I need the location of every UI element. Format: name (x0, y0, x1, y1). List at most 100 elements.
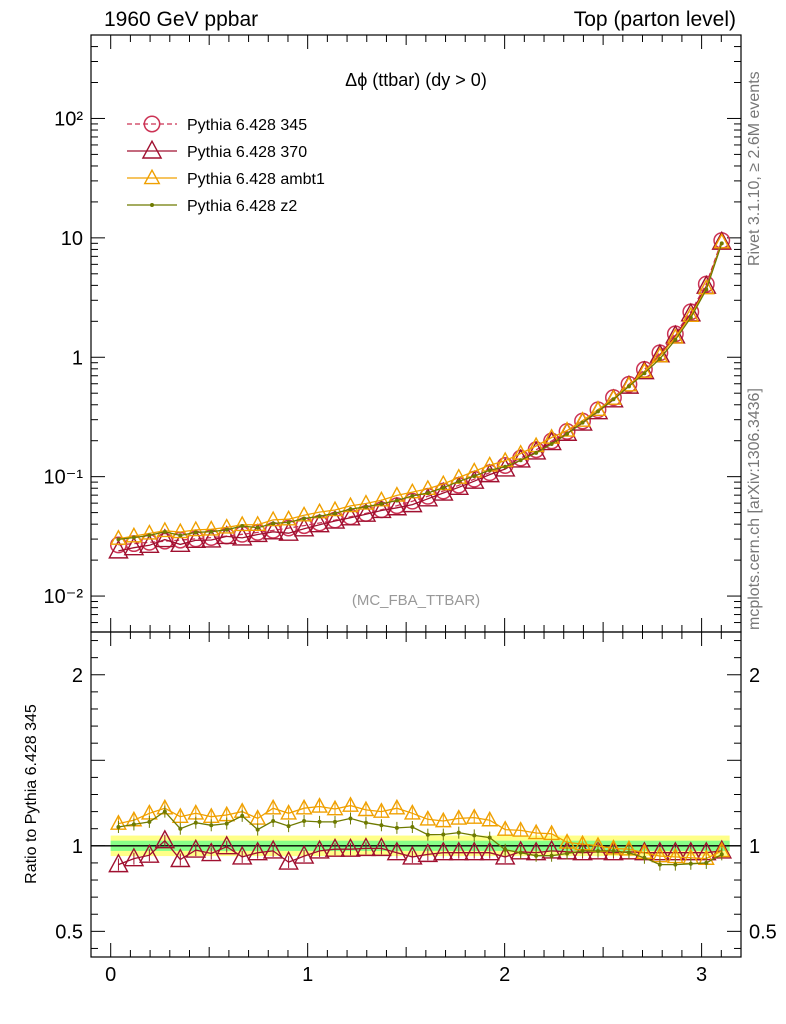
data-point (143, 115, 161, 133)
data-point (456, 830, 461, 835)
data-point (379, 501, 384, 506)
data-point (465, 808, 483, 824)
data-point (379, 823, 384, 828)
data-point (240, 813, 245, 818)
data-point (657, 356, 662, 361)
data-point (713, 232, 731, 249)
ratio-y-tick-label: 1 (72, 836, 83, 858)
data-point (170, 533, 191, 553)
data-point (271, 819, 276, 824)
data-point (342, 796, 359, 812)
data-point (371, 837, 392, 857)
x-tick-label: 1 (302, 964, 313, 986)
data-point (154, 528, 176, 548)
data-point (342, 496, 359, 513)
x-tick-label: 3 (696, 964, 707, 986)
data-point (286, 824, 291, 829)
data-point (527, 823, 545, 840)
data-point (448, 476, 470, 496)
data-point (441, 832, 446, 837)
data-point (125, 526, 143, 543)
data-point (402, 493, 423, 513)
series-line (118, 243, 723, 541)
rivet-version-label: Rivet 3.1.10, ≥ 2.6M events (746, 71, 763, 266)
data-point (394, 825, 399, 830)
data-point (231, 526, 253, 546)
data-point (372, 802, 390, 818)
data-point (456, 479, 461, 484)
data-point (657, 862, 662, 867)
data-point (510, 840, 531, 860)
data-point (200, 528, 222, 548)
data-point (131, 822, 136, 827)
data-point (634, 360, 655, 380)
data-point (386, 841, 408, 861)
header-right-label: Top (parton level) (573, 8, 736, 31)
data-point (417, 843, 439, 863)
data-point (448, 841, 470, 861)
analysis-label: (MC_FBA_TTBAR) (352, 592, 480, 609)
data-point (534, 450, 539, 455)
data-point (549, 853, 554, 858)
data-point (487, 835, 492, 840)
data-point (419, 809, 437, 826)
data-point (249, 515, 267, 531)
data-point (185, 838, 207, 858)
data-point (200, 842, 222, 862)
data-point (255, 827, 260, 832)
data-point (162, 809, 167, 814)
data-point (605, 389, 622, 405)
data-point (348, 507, 353, 512)
data-point (479, 463, 500, 483)
data-point (264, 510, 282, 527)
data-point (295, 505, 313, 522)
y-tick-label: 10⁻¹ (44, 467, 84, 489)
data-point (496, 820, 514, 836)
data-point (611, 848, 616, 853)
y-tick-label: 10⁻² (44, 586, 84, 608)
data-point (425, 832, 430, 837)
data-point (187, 520, 205, 537)
data-point (247, 523, 268, 543)
data-point (178, 826, 183, 831)
data-point (141, 139, 163, 159)
y-tick-label: 10² (54, 108, 83, 130)
data-point (311, 797, 328, 813)
data-point (434, 811, 452, 828)
data-point (719, 241, 724, 246)
data-point (178, 533, 183, 538)
data-point (580, 848, 585, 853)
main-plot: 10⁻² 10⁻¹ 1 10 10² Δϕ (ttbar) (dy > 0) (MC_FBA… (44, 34, 742, 633)
data-point (394, 498, 399, 503)
data-point (348, 816, 353, 821)
data-point (357, 494, 375, 510)
data-point (340, 837, 361, 857)
data-point (340, 506, 361, 526)
data-point (626, 384, 631, 389)
data-point (543, 824, 561, 841)
data-point (150, 203, 154, 207)
data-point (202, 520, 220, 536)
y-tick-label: 1 (72, 347, 83, 369)
data-point (162, 529, 167, 534)
data-point (534, 853, 539, 858)
data-point (293, 844, 315, 864)
data-point (503, 847, 508, 852)
data-point (503, 464, 508, 469)
data-point (433, 841, 454, 861)
ratio-plot: 0.5 0.5 1 1 2 2 0 1 2 3 Ratio to Pythia 6.428 345 (23, 631, 777, 986)
data-point (357, 800, 375, 817)
ratio-plot-frame (90, 631, 742, 958)
data-point (139, 534, 160, 554)
data-point (309, 513, 330, 533)
data-point (324, 837, 346, 857)
data-point (363, 820, 368, 825)
data-point (233, 515, 251, 532)
data-point (558, 421, 576, 437)
data-point (123, 847, 145, 867)
data-point (719, 852, 724, 857)
data-point (131, 535, 136, 540)
data-point (147, 533, 152, 538)
data-point (317, 514, 322, 519)
